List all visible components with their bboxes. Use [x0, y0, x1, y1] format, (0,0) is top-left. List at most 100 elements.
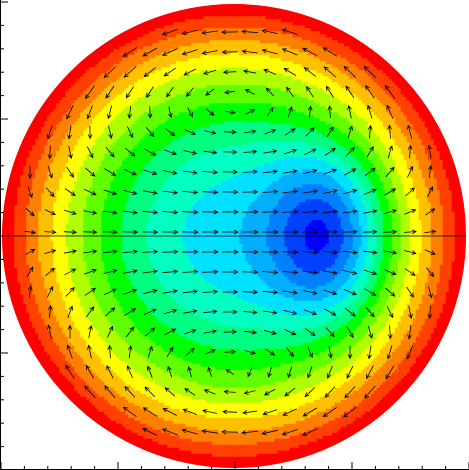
vector-arrow: [26, 266, 34, 278]
vector-arrow: [265, 87, 274, 97]
vector-arrow: [222, 229, 239, 235]
vector-arrow: [163, 67, 176, 77]
vector-arrow: [221, 49, 238, 55]
vector-arrow: [183, 68, 197, 76]
vector-arrow: [283, 148, 298, 155]
vector-arrow: [102, 229, 118, 235]
vector-arrow: [223, 329, 238, 335]
vector-arrow: [342, 229, 358, 235]
vector-arrow: [103, 249, 118, 255]
vector-arrow: [182, 408, 198, 415]
vector-arrow: [363, 188, 377, 195]
vector-arrow: [282, 269, 299, 275]
vector-arrow: [83, 229, 98, 235]
vector-arrow: [64, 188, 76, 197]
vector-arrow: [307, 346, 313, 359]
vector-arrow: [223, 149, 238, 155]
vector-arrow: [262, 209, 279, 215]
vector-arrow: [104, 385, 116, 399]
vector-arrow: [262, 269, 279, 275]
vector-arrow: [302, 47, 318, 57]
vector-arrow: [143, 288, 158, 295]
vector-arrow: [386, 104, 394, 119]
vector-arrow: [262, 249, 279, 255]
vector-arrow: [47, 145, 53, 160]
vector-arrow: [163, 170, 178, 175]
vector-arrow: [404, 209, 417, 215]
vector-arrow: [182, 229, 199, 235]
vector-arrow: [425, 208, 436, 216]
vector-arrow: [203, 309, 218, 315]
vector-arrow: [64, 268, 77, 276]
vector-arrow: [184, 329, 197, 335]
vector-arrow: [266, 107, 274, 117]
vector-arrow: [63, 229, 78, 235]
vector-arrow: [182, 249, 199, 255]
vector-arrow: [44, 249, 57, 255]
vector-arrow: [108, 125, 113, 139]
vector-arrow: [86, 105, 93, 120]
vector-arrow: [262, 409, 278, 416]
vector-arrow: [143, 67, 156, 78]
vector-arrow: [122, 210, 139, 215]
vector-arrow: [263, 149, 278, 154]
vector-arrow: [105, 146, 115, 158]
vector-arrow: [203, 389, 216, 395]
vector-arrow: [242, 229, 259, 235]
vector-arrow: [322, 209, 339, 214]
vector-arrow: [187, 107, 193, 118]
vector-arrow: [202, 409, 218, 414]
vector-arrow: [47, 166, 53, 179]
vector-arrow: [405, 187, 416, 197]
vector-arrow: [223, 389, 236, 395]
vector-arrow: [263, 388, 276, 396]
vector-arrow: [45, 187, 55, 198]
vector-arrow: [222, 269, 239, 275]
vector-arrow: [44, 229, 57, 235]
vector-arrow: [123, 288, 138, 295]
vector-arrow: [162, 269, 179, 274]
vector-arrow: [242, 69, 257, 74]
vector-arrow: [403, 229, 417, 235]
vector-arrow: [124, 385, 136, 398]
vector-arrow: [46, 285, 54, 298]
vector-arrow: [103, 66, 117, 79]
vector-arrow: [324, 386, 336, 398]
vector-arrow: [167, 365, 173, 378]
vector-arrow: [366, 365, 374, 380]
vector-arrow: [244, 129, 257, 135]
vector-arrow: [205, 108, 215, 116]
vector-arrow: [367, 325, 373, 339]
vector-arrow: [383, 250, 398, 255]
vector-arrow: [404, 250, 417, 255]
vector-arrow: [306, 86, 314, 98]
vector-arrow: [363, 65, 376, 78]
vector-arrow: [162, 249, 179, 255]
vector-arrow: [142, 269, 159, 274]
vector-arrow: [305, 127, 315, 137]
vector-arrow: [183, 150, 198, 155]
vector-arrow: [123, 168, 137, 176]
vector-arrow: [143, 169, 158, 176]
vector-arrow: [224, 129, 237, 135]
vector-arrow: [83, 188, 97, 196]
vector-arrow: [304, 148, 317, 156]
vector-arrow: [244, 89, 255, 95]
contour-field: [2, 4, 466, 468]
vector-arrow: [242, 169, 259, 175]
vector-arrow: [203, 329, 217, 334]
vector-arrow: [241, 29, 259, 34]
vector-arrow: [346, 326, 354, 339]
vector-arrow: [164, 387, 176, 397]
vector-arrow: [264, 129, 277, 135]
vector-arrow: [105, 307, 116, 317]
vector-arrow: [123, 189, 138, 196]
vector-arrow: [142, 428, 158, 436]
vector-arrow: [304, 328, 316, 337]
vector-arrow: [267, 366, 272, 378]
vector-arrow: [303, 168, 318, 175]
vector-arrow: [282, 229, 299, 235]
vector-arrow: [85, 167, 96, 177]
vector-arrow: [281, 429, 298, 436]
